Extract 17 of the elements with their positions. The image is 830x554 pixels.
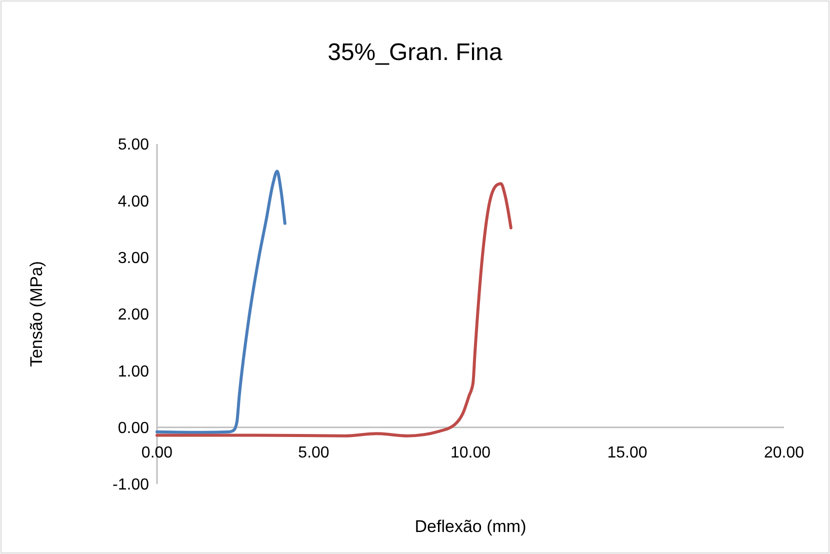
y-tick-label: 4.00 (118, 193, 150, 210)
x-tick-label: 0.00 (141, 444, 173, 462)
x-tick-label: 10.00 (450, 444, 491, 462)
y-tick-label: -1.00 (112, 476, 150, 494)
chart-title: 35%_Gran. Fina (328, 39, 504, 66)
line-series (156, 170, 286, 434)
y-tick-label: 5.00 (118, 136, 150, 154)
line-series (156, 182, 512, 438)
x-axis-title: Deflexão (mm) (414, 517, 526, 536)
y-tick-label: 0.00 (118, 420, 150, 437)
y-axis-title: Tensão (MPa) (27, 261, 46, 367)
y-tick-label: 2.00 (118, 306, 150, 324)
x-tick-label: 15.00 (607, 444, 648, 462)
y-tick-label: 1.00 (118, 363, 150, 380)
x-tick-label: 20.00 (764, 444, 804, 462)
y-tick-label: 3.00 (118, 250, 150, 267)
x-tick-label: 5.00 (298, 444, 330, 462)
